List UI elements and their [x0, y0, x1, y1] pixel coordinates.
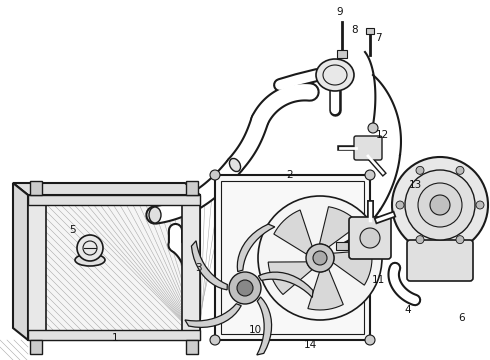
Circle shape: [365, 170, 375, 180]
Polygon shape: [215, 175, 370, 340]
Ellipse shape: [149, 207, 161, 223]
Circle shape: [210, 170, 220, 180]
Circle shape: [396, 201, 404, 209]
Text: 5: 5: [69, 225, 75, 235]
Text: 9: 9: [337, 7, 343, 17]
Ellipse shape: [75, 254, 105, 266]
Text: 13: 13: [408, 180, 421, 190]
Circle shape: [313, 251, 327, 265]
Circle shape: [405, 170, 475, 240]
Polygon shape: [257, 297, 271, 355]
Bar: [186, 340, 198, 354]
Text: 3: 3: [195, 263, 201, 273]
Circle shape: [210, 335, 220, 345]
Polygon shape: [28, 195, 200, 340]
Polygon shape: [192, 241, 227, 290]
Text: 7: 7: [375, 33, 381, 43]
Bar: [28, 195, 200, 205]
Polygon shape: [185, 304, 241, 327]
Polygon shape: [333, 250, 372, 285]
Bar: [30, 181, 42, 195]
Text: 4: 4: [405, 305, 411, 315]
Polygon shape: [258, 272, 313, 297]
Circle shape: [306, 244, 334, 272]
FancyBboxPatch shape: [407, 240, 473, 281]
Circle shape: [368, 123, 378, 133]
Bar: [336, 242, 348, 250]
Bar: [28, 330, 200, 340]
Bar: [186, 181, 198, 195]
Text: 12: 12: [375, 130, 389, 140]
Text: 11: 11: [371, 275, 385, 285]
Circle shape: [77, 235, 103, 261]
Circle shape: [229, 272, 261, 304]
Ellipse shape: [316, 59, 354, 91]
Text: 8: 8: [352, 25, 358, 35]
Circle shape: [418, 183, 462, 227]
Polygon shape: [274, 210, 312, 254]
Circle shape: [456, 236, 464, 244]
Text: 6: 6: [459, 313, 466, 323]
Bar: [28, 195, 46, 340]
Ellipse shape: [229, 158, 241, 172]
Bar: [182, 195, 200, 340]
Bar: [366, 28, 374, 34]
Text: 1: 1: [112, 333, 118, 343]
Text: 2: 2: [287, 170, 294, 180]
FancyBboxPatch shape: [354, 136, 382, 160]
Polygon shape: [319, 207, 360, 247]
Circle shape: [258, 196, 382, 320]
Bar: [337, 50, 347, 58]
Polygon shape: [237, 224, 275, 271]
Circle shape: [392, 157, 488, 253]
Text: 14: 14: [303, 340, 317, 350]
Circle shape: [365, 335, 375, 345]
Circle shape: [360, 228, 380, 248]
Text: 10: 10: [248, 325, 262, 335]
Circle shape: [476, 201, 484, 209]
Circle shape: [416, 236, 424, 244]
Circle shape: [456, 166, 464, 174]
Circle shape: [237, 280, 253, 296]
Bar: [30, 340, 42, 354]
Circle shape: [430, 195, 450, 215]
Polygon shape: [308, 269, 343, 310]
Polygon shape: [13, 183, 28, 340]
FancyBboxPatch shape: [349, 217, 391, 259]
Circle shape: [416, 166, 424, 174]
Polygon shape: [268, 262, 312, 294]
Polygon shape: [13, 183, 200, 195]
